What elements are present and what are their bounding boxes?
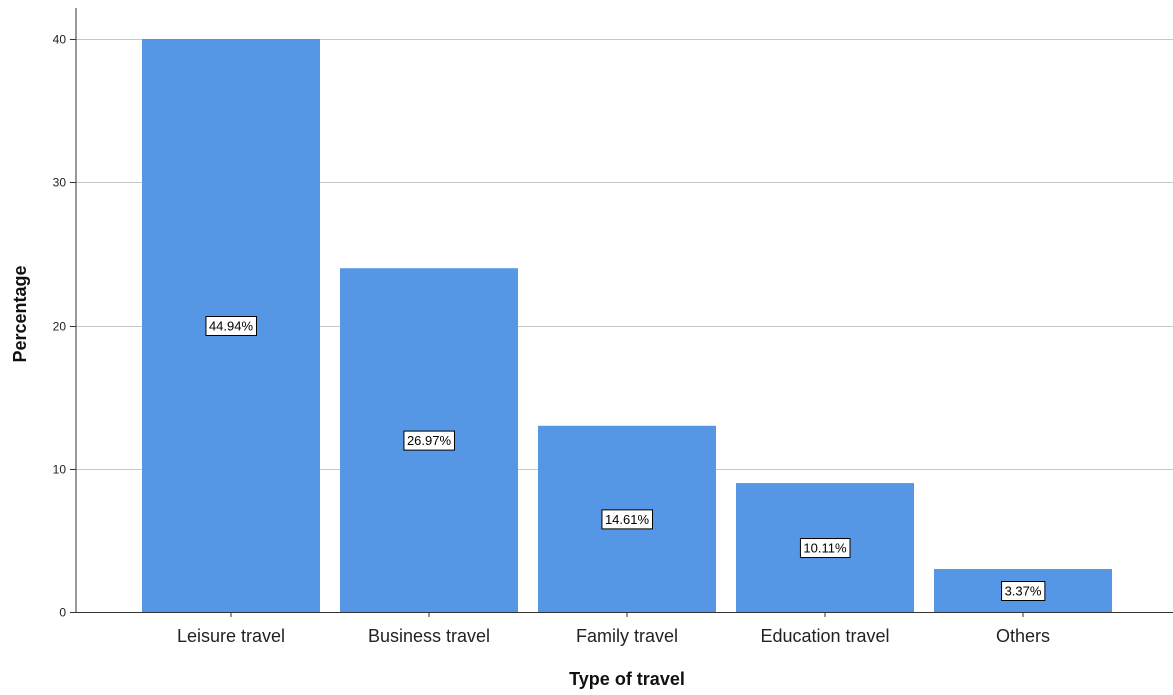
y-tick-label: 10 [53, 463, 67, 477]
axes [75, 8, 1173, 613]
y-tick-label: 0 [59, 606, 66, 620]
x-tick-label: Leisure travel [177, 626, 285, 646]
data-label-box: 44.94% [205, 316, 257, 336]
x-tick-label: Others [996, 626, 1050, 646]
data-label-frame [799, 538, 851, 559]
y-axis-title: Percentage [10, 265, 30, 362]
y-tick-label: 40 [53, 33, 67, 47]
data-label-box: 3.37% [1001, 581, 1046, 602]
data-label: 26.97% [407, 433, 452, 448]
data-label: 10.11% [803, 541, 847, 556]
data-label-box: 10.11% [799, 538, 851, 559]
data-labels: 44.94% 26.97% 14.61% 10.11% 3.37% [205, 316, 1046, 602]
x-tick-labels: Leisure travel Business travel Family trav… [177, 612, 1050, 646]
y-tick-labels: 0 10 20 30 40 [53, 33, 76, 620]
data-label-box: 26.97% [403, 430, 455, 451]
x-tick-label: Education travel [760, 626, 889, 646]
data-label: 3.37% [1005, 584, 1042, 599]
data-label-box: 14.61% [601, 509, 653, 530]
data-label: 44.94% [209, 319, 254, 334]
data-label-frame [1001, 581, 1046, 602]
y-tick-label: 30 [53, 176, 67, 190]
data-label-frame [601, 509, 653, 530]
x-tick-label: Business travel [368, 626, 490, 646]
data-label-frame [205, 316, 257, 336]
x-tick-label: Family travel [576, 626, 678, 646]
data-label: 14.61% [605, 512, 650, 527]
y-tick-label: 20 [53, 320, 67, 334]
x-axis-title: Type of travel [569, 669, 685, 689]
data-label-frame [403, 430, 455, 451]
